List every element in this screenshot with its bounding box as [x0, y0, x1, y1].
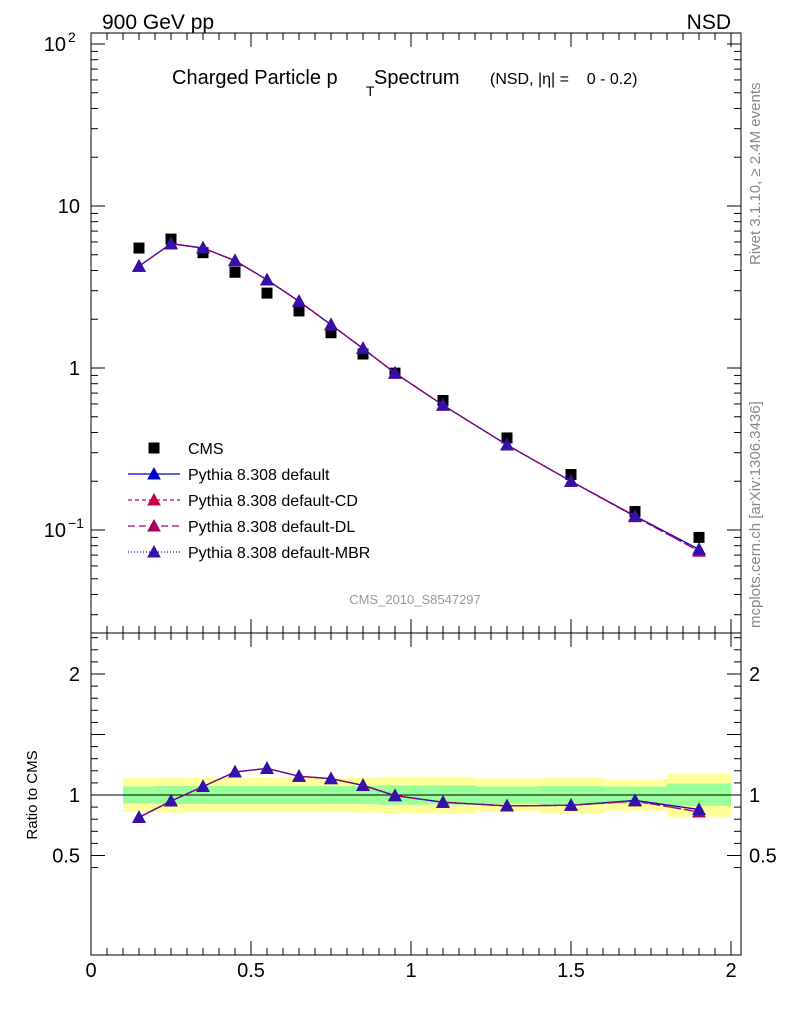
- cms-point: [693, 531, 705, 543]
- cms-point: [357, 348, 369, 360]
- header-right: NSD: [687, 11, 731, 34]
- ratio-y-tick-label-right: 2: [749, 664, 760, 686]
- legend-label-pythia-8-308-default-mbr: Pythia 8.308 default-MBR: [188, 545, 370, 562]
- pythia-8-308-default-mbr-ratio-point: [564, 798, 578, 811]
- main-y-tick-label: 10: [44, 520, 66, 542]
- pythia-8-308-default-mbr-ratio-point: [628, 793, 642, 806]
- ratio-plot-frame: [90, 632, 742, 956]
- chart-title-rest: Spectrum: [374, 67, 460, 89]
- chart-title-subscript: T: [366, 83, 375, 99]
- legend-label-pythia-8-308-default: Pythia 8.308 default: [188, 467, 330, 484]
- ratio-y-tick-label-right: 0.5: [749, 846, 777, 868]
- pythia-8-308-default-mbr-ratio-point: [500, 798, 514, 812]
- main-y-tick-label: 10: [44, 34, 66, 56]
- legend: CMS Pythia 8.308 default Pythia 8.308 defa…: [128, 441, 370, 562]
- pythia-8-308-default-mbr-point: [164, 236, 178, 250]
- ratio-y-tick-label-right: 1: [749, 785, 760, 807]
- pythia-8-308-default-mbr-ratio-point: [228, 764, 242, 778]
- x-tick-label: 2: [725, 960, 736, 982]
- pythia-8-308-default-mbr-ratio-point: [260, 761, 274, 774]
- pythia-8-308-default-mbr-point: [388, 366, 402, 379]
- pythia-8-308-default-mbr-point: [132, 259, 146, 272]
- cms-point: [261, 287, 273, 299]
- pythia-8-308-default-mbr-point: [228, 253, 242, 267]
- rivet-label: Rivet 3.1.10, ≥ 2.4M events: [747, 83, 764, 266]
- ratio-plot-panel: 0 0.5 1 1.5 2 0.5 0.5 1 1 2 2: [52, 632, 777, 982]
- ratio-y-tick-label: 1: [69, 785, 80, 807]
- legend-label-pythia-8-308-default-cd: Pythia 8.308 default-CD: [188, 493, 358, 510]
- cms-point: [133, 242, 145, 254]
- pythia-8-308-default-mbr-point: [564, 474, 578, 487]
- ratio-y-tick-label: 2: [69, 664, 80, 686]
- ratio-axis-label: Ratio to CMS: [24, 750, 41, 839]
- pythia-8-308-default-mbr-point: [436, 398, 450, 411]
- pythia-8-308-default-mbr-point: [292, 294, 306, 307]
- ratio-y-tick-label: 0.5: [52, 846, 80, 868]
- legend-marker-pythia-8-308-default-dl: [147, 518, 161, 532]
- legend-marker-pythia-8-308-default-mbr: [147, 544, 161, 558]
- main-y-tick-exponent: 2: [68, 29, 76, 45]
- legend-label-cms: CMS: [188, 441, 224, 458]
- main-y-tick-label: 1: [69, 358, 80, 380]
- title-main: Charged Particle p: [172, 67, 338, 89]
- cms-point: [325, 327, 337, 339]
- pythia-8-308-default-mbr-ratio-point: [132, 810, 146, 823]
- x-tick-label: 1.5: [557, 960, 585, 982]
- pythia-8-308-default-mbr-ratio-point: [164, 794, 178, 807]
- legend-marker-pythia-8-308-default: [147, 466, 161, 480]
- main-y-tick-exponent: −1: [68, 515, 84, 531]
- cms-point: [293, 305, 305, 317]
- pythia-8-308-default-mbr-ratio-point: [292, 769, 306, 782]
- legend-marker-cms: [148, 442, 160, 454]
- pythia-8-308-default-mbr-point: [692, 542, 706, 555]
- legend-marker-pythia-8-308-default-cd: [147, 492, 161, 506]
- pythia-8-308-default-mbr-ratio-point: [436, 795, 450, 808]
- cms-point: [229, 266, 241, 278]
- pythia-8-308-default-mbr-ratio-point: [196, 779, 210, 793]
- pythia-8-308-default-mbr-point: [196, 241, 210, 254]
- x-tick-label: 1: [405, 960, 416, 982]
- pythia-8-308-default-mbr-point: [628, 508, 642, 522]
- chart-title-suffix: (NSD, |η| = 0 - 0.2): [490, 71, 637, 88]
- pythia-8-308-default-mbr-ratio-point: [388, 788, 402, 802]
- pythia-8-308-default-mbr-ratio-point: [692, 802, 706, 816]
- header-left: 900 GeV pp: [102, 11, 214, 34]
- pythia-8-308-default-mbr-point: [356, 341, 370, 354]
- pythia-8-308-default-mbr-point: [500, 437, 514, 451]
- main-plot-frame: [90, 32, 742, 634]
- x-tick-label: 0: [85, 960, 96, 982]
- source-label: mcplots.cern.ch [arXiv:1306.3436]: [747, 401, 764, 628]
- pythia-8-308-default-mbr-ratio-point: [324, 771, 338, 785]
- analysis-id: CMS_2010_S8547297: [349, 592, 481, 607]
- pythia-8-308-default-mbr-line: [138, 243, 700, 550]
- main-y-tick-label: 10: [58, 196, 80, 218]
- pythia-8-308-default-mbr-ratio-line: [138, 767, 700, 818]
- legend-label-pythia-8-308-default-dl: Pythia 8.308 default-DL: [188, 519, 355, 536]
- pythia-8-308-default-mbr-ratio-point: [356, 778, 370, 791]
- pythia-8-308-default-mbr-point: [324, 317, 338, 331]
- chart-title: Charged Particle p: [172, 67, 338, 89]
- x-tick-label: 0.5: [237, 960, 265, 982]
- pythia-8-308-default-mbr-point: [260, 272, 274, 286]
